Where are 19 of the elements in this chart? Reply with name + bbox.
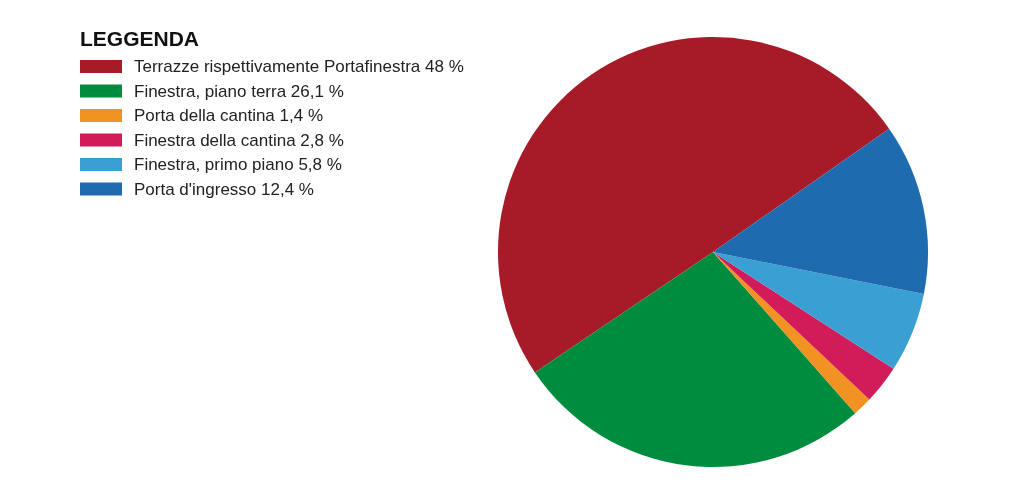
legend-title: LEGGENDA [80,27,200,50]
legend-label: Finestra, piano terra [134,81,287,101]
data-label: 5,8 % [298,155,342,174]
data-label: 2,8 % [300,130,344,150]
data-label: 1,4 % [279,106,324,125]
legend-label: Terrazze rispettivamente Portafinestra [134,57,421,76]
legend-label: Porta della cantina [134,106,275,125]
pie-slice [713,252,894,400]
pie-slice [498,37,890,373]
legend-label: Finestra della cantina [134,130,296,150]
data-label: 26,1 % [290,81,344,101]
pie-slice [713,128,928,294]
pie-slice [534,252,856,467]
legend-label: Porta d'ingresso [134,179,257,199]
data-label: 48 % [425,57,464,76]
pie-slice [713,252,870,414]
pie-slice [713,252,924,369]
data-label: 12,4 % [261,179,314,199]
legend-label: Finestra, primo piano [134,155,294,174]
